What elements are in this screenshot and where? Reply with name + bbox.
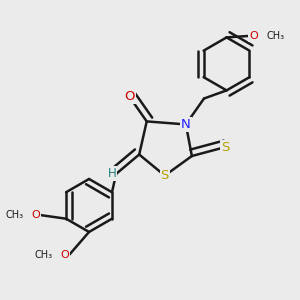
Text: O: O bbox=[32, 210, 40, 220]
Text: O: O bbox=[124, 90, 135, 103]
Text: N: N bbox=[181, 118, 191, 131]
Text: CH₃: CH₃ bbox=[267, 31, 285, 41]
Text: O: O bbox=[249, 31, 258, 41]
Text: S: S bbox=[160, 169, 169, 182]
Text: CH₃: CH₃ bbox=[35, 250, 53, 260]
Text: H: H bbox=[107, 167, 116, 180]
Text: S: S bbox=[221, 141, 230, 154]
Text: O: O bbox=[61, 250, 70, 260]
Text: CH₃: CH₃ bbox=[6, 210, 24, 220]
